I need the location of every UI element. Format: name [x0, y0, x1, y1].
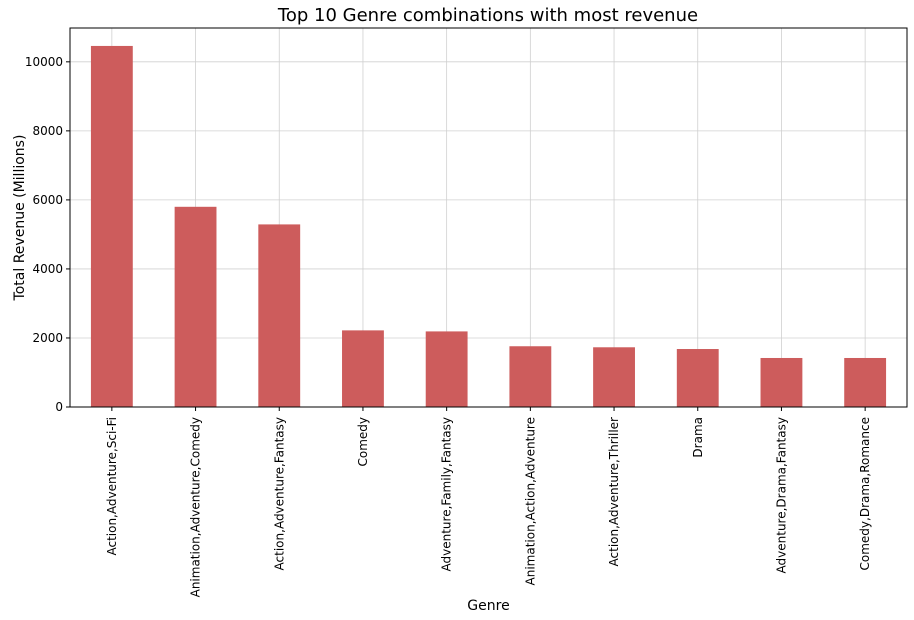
- x-tick-label: Comedy: [356, 417, 370, 467]
- bar: [342, 330, 384, 407]
- x-axis-title: Genre: [467, 598, 509, 614]
- x-tick-label: Action,Adventure,Thriller: [607, 417, 621, 567]
- y-tick-label: 8000: [32, 124, 63, 138]
- x-axis-ticks: Action,Adventure,Sci-Fi Animation,Adventu…: [105, 407, 872, 597]
- y-tick-label: 0: [55, 400, 63, 414]
- bar: [844, 357, 887, 407]
- chart-title: Top 10 Genre combinations with most reve…: [277, 5, 698, 26]
- bar: [90, 45, 133, 407]
- y-axis-title: Total Revenue (Millions): [12, 135, 28, 302]
- x-tick-label: Drama: [691, 417, 705, 458]
- bar: [676, 349, 719, 407]
- y-tick-label: 2000: [32, 331, 63, 345]
- y-tick-label: 4000: [32, 262, 63, 276]
- bar: [425, 331, 468, 407]
- x-tick-label: Comedy,Drama,Romance: [858, 417, 872, 570]
- bar: [760, 357, 803, 407]
- x-tick-label: Adventure,Drama,Fantasy: [774, 417, 788, 573]
- bar: [593, 347, 635, 407]
- y-tick-label: 10000: [25, 55, 63, 69]
- x-tick-label: Action,Adventure,Sci-Fi: [105, 417, 119, 556]
- x-tick-label: Animation,Action,Adventure: [523, 417, 537, 585]
- x-tick-label: Adventure,Family,Fantasy: [440, 417, 454, 571]
- x-tick-label: Action,Adventure,Fantasy: [272, 417, 286, 570]
- x-tick-label: Animation,Adventure,Comedy: [189, 417, 203, 597]
- bars: [90, 45, 887, 407]
- bar: [174, 206, 217, 407]
- y-axis-ticks: 0 2000 4000 6000 8000 10000: [25, 55, 70, 414]
- plot-frame: [69, 27, 908, 408]
- bar: [509, 346, 552, 407]
- bar: [258, 224, 301, 407]
- y-tick-label: 6000: [32, 193, 63, 207]
